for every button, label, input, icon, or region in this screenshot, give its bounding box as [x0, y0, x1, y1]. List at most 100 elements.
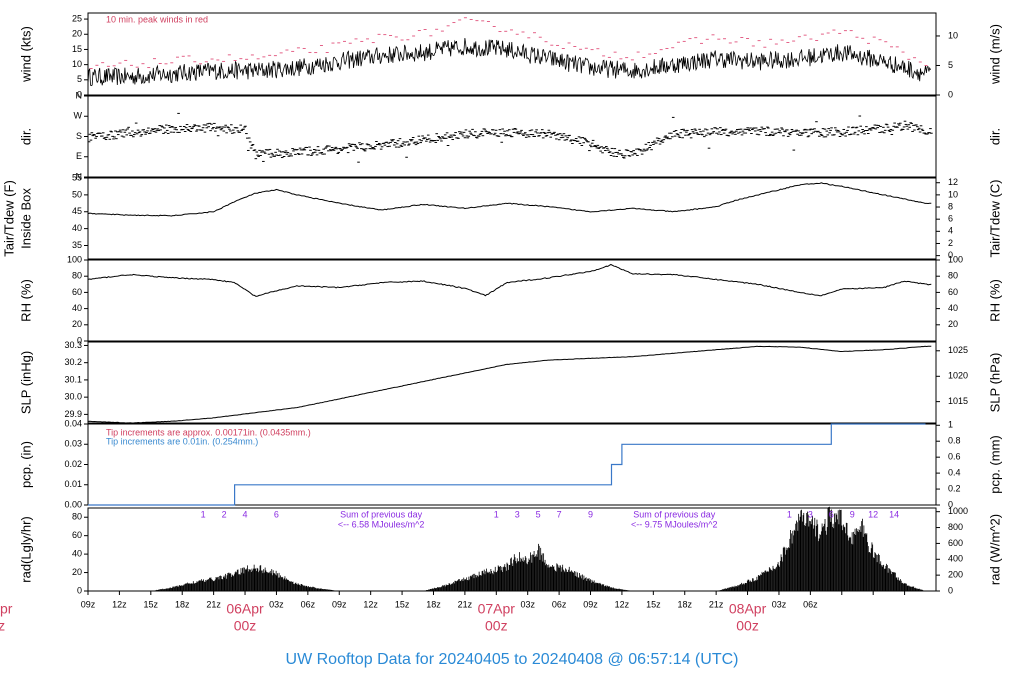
y-tick-label-pcp: 0.02 — [64, 459, 82, 469]
tip-note-approx: Tip increments are approx. 0.00171in. (0… — [106, 427, 311, 437]
day-marker-date: 08Apr — [729, 601, 767, 617]
daily-sum-label: Sum of previous day — [340, 509, 423, 519]
x-tick-label: 15z — [395, 599, 410, 609]
sun-hour-number: 5 — [536, 509, 541, 519]
daily-sum-value: <-- 9.75 MJoules/m^2 — [631, 519, 718, 529]
y-axis-label-dir: dir. — [18, 128, 33, 145]
sun-hour-number: 9 — [588, 509, 593, 519]
y-right-tick-label-temp: 8 — [948, 201, 953, 211]
series-line-wind-speed — [87, 37, 931, 87]
x-tick-label: 09z — [332, 599, 347, 609]
y-axis-right-label-slp: SLP (hPa) — [987, 353, 1002, 413]
y-right-tick-label-rh: 40 — [948, 303, 958, 313]
y-right-tick-label-temp: 6 — [948, 214, 953, 224]
y-tick-label-temp: 40 — [72, 223, 82, 233]
y-right-tick-label-temp: 2 — [948, 238, 953, 248]
x-tick-label: 03z — [772, 599, 787, 609]
day-marker-hour: 00z — [0, 618, 5, 634]
y-right-tick-label-wind: 0 — [948, 89, 953, 99]
y-axis-label-wind: wind (kts) — [18, 26, 33, 83]
y-tick-label-wind: 5 — [77, 74, 82, 84]
x-tick-label: 21z — [206, 599, 221, 609]
y-right-tick-label-slp: 1020 — [948, 371, 968, 381]
y-right-tick-label-wind: 5 — [948, 60, 953, 70]
panel-frame-rh — [87, 259, 937, 342]
y-tick-label-rad: 80 — [72, 512, 82, 522]
y-tick-label-temp: 35 — [72, 240, 82, 250]
y-right-tick-label-rad: 1000 — [948, 506, 968, 516]
y-tick-label-dir: W — [74, 111, 83, 121]
y-tick-label-slp: 30.2 — [64, 357, 82, 367]
x-tick-label: 21z — [458, 599, 473, 609]
daily-sum-label: Sum of previous day — [633, 509, 716, 519]
sun-hour-number: 1 — [201, 509, 206, 519]
y-axis-right-label-rad: rad (W/m^2) — [987, 514, 1002, 585]
sun-hour-number: 6 — [829, 509, 834, 519]
y-axis-right-label-pcp: pcp. (mm) — [987, 435, 1002, 494]
y-tick-label-wind: 25 — [72, 13, 82, 23]
y-right-tick-label-rad: 600 — [948, 538, 963, 548]
y-axis-label2-temp: Inside Box — [18, 188, 33, 249]
y-tick-label-rad: 0 — [77, 585, 82, 595]
y-right-tick-label-pcp: 0.4 — [948, 467, 961, 477]
y-right-tick-label-slp: 1015 — [948, 396, 968, 406]
y-tick-label-rh: 20 — [72, 319, 82, 329]
y-right-tick-label-rad: 200 — [948, 570, 963, 580]
x-tick-label: 12z — [615, 599, 630, 609]
y-tick-label-rh: 40 — [72, 303, 82, 313]
x-tick-label: 15z — [646, 599, 661, 609]
y-right-tick-label-rad: 0 — [948, 585, 953, 595]
sun-hour-number: 9 — [850, 509, 855, 519]
y-right-tick-label-pcp: 0 — [948, 499, 953, 509]
y-right-tick-label-pcp: 1 — [948, 420, 953, 430]
x-tick-label: 06z — [803, 599, 818, 609]
y-axis-label-pcp: pcp. (in) — [18, 441, 33, 488]
y-axis-right-label-wind: wind (m/s) — [987, 24, 1002, 85]
y-tick-label-temp: 50 — [72, 189, 82, 199]
x-tick-label: 06z — [301, 599, 316, 609]
sun-hour-number: 6 — [274, 509, 279, 519]
chart-title: UW Rooftop Data for 20240405 to 20240408… — [286, 651, 739, 668]
series-line-rh — [87, 263, 932, 297]
y-tick-label-wind: 20 — [72, 29, 82, 39]
sun-hour-number: 2 — [222, 509, 227, 519]
panel-frame-temp — [87, 177, 937, 260]
y-tick-label-pcp: 0.03 — [64, 439, 82, 449]
y-right-tick-label-pcp: 0.2 — [948, 483, 961, 493]
x-tick-label: 12z — [363, 599, 378, 609]
y-axis-label-temp: Tair/Tdew (F) — [1, 180, 16, 257]
y-right-tick-label-rh: 60 — [948, 287, 958, 297]
y-right-tick-label-temp: 12 — [948, 177, 958, 187]
y-axis-right-label-dir: dir. — [987, 128, 1002, 145]
day-marker-hour: 00z — [234, 618, 257, 634]
panel-frame-slp — [87, 341, 937, 424]
y-right-tick-label-rad: 400 — [948, 554, 963, 564]
sun-hour-number: 12 — [868, 509, 878, 519]
y-tick-label-pcp: 0.01 — [64, 479, 82, 489]
y-right-tick-label-rh: 20 — [948, 319, 958, 329]
x-tick-label: 03z — [520, 599, 535, 609]
tip-note-exact: Tip increments are 0.01in. (0.254mm.) — [106, 436, 258, 446]
y-tick-label-rad: 60 — [72, 530, 82, 540]
day-marker-hour: 00z — [485, 618, 508, 634]
y-tick-label-rad: 40 — [72, 548, 82, 558]
y-tick-label-slp: 30.1 — [64, 374, 82, 384]
y-tick-label-temp: 55 — [72, 172, 82, 182]
day-marker-date: 05Apr — [0, 601, 13, 617]
y-axis-right-label-rh: RH (%) — [987, 279, 1002, 322]
x-tick-label: 03z — [269, 599, 284, 609]
y-right-tick-label-temp: 10 — [948, 189, 958, 199]
sun-hour-number: 7 — [557, 509, 562, 519]
y-axis-label-rad: rad(Lgly/hr) — [18, 516, 33, 582]
x-tick-label: 06z — [552, 599, 567, 609]
y-right-tick-label-slp: 1025 — [948, 345, 968, 355]
y-tick-label-dir: N — [76, 171, 83, 181]
series-line-precipitation — [88, 423, 926, 506]
x-tick-label: 18z — [677, 599, 692, 609]
y-tick-label-pcp: 0.04 — [64, 418, 82, 428]
y-right-tick-label-temp: 0 — [948, 250, 953, 260]
y-tick-label-wind: 10 — [72, 59, 82, 69]
y-right-tick-label-wind: 10 — [948, 30, 958, 40]
day-marker-date: 06Apr — [226, 601, 264, 617]
